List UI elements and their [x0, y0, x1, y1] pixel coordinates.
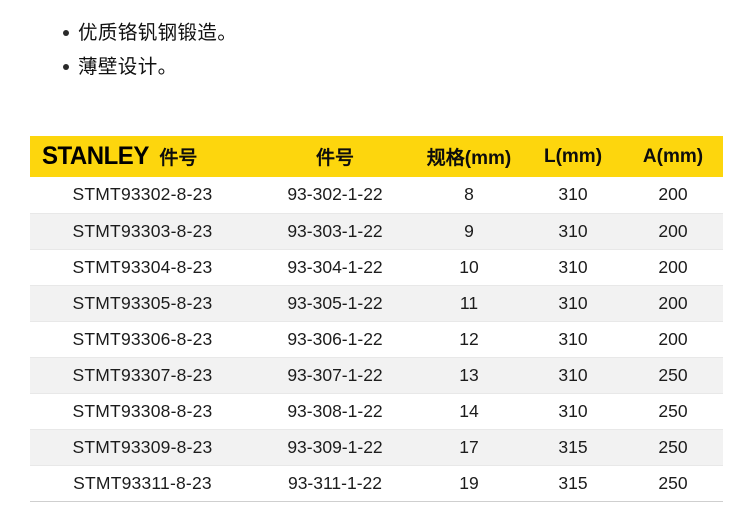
specification-table: STANLEY 件号 件号 规格(mm) L(mm) A(mm) STMT933… [30, 136, 723, 502]
cell-a-mm: 200 [623, 320, 723, 358]
table-row: STMT93303-8-23 93-303-1-22 9 310 200 [30, 212, 723, 250]
cell-spec-mm: 8 [415, 177, 523, 214]
cell-stanley-part: STMT93308-8-23 [30, 392, 255, 430]
cell-l-mm: 315 [523, 464, 623, 502]
cell-l-mm: 310 [523, 320, 623, 358]
cell-l-mm: 310 [523, 392, 623, 430]
cell-part-no: 93-302-1-22 [255, 177, 415, 214]
cell-a-mm: 200 [623, 248, 723, 286]
stanley-logo: STANLEY [42, 142, 149, 170]
cell-spec-mm: 12 [415, 320, 523, 358]
cell-spec-mm: 11 [415, 284, 523, 322]
cell-part-no: 93-304-1-22 [255, 248, 415, 286]
column-header-l-mm: L(mm) [543, 145, 603, 167]
cell-part-no: 93-306-1-22 [255, 320, 415, 358]
cell-a-mm: 250 [623, 356, 723, 394]
table-row: STMT93308-8-23 93-308-1-22 14 310 250 [30, 392, 723, 430]
cell-stanley-part: STMT93302-8-23 [30, 177, 255, 214]
feature-text: 薄壁设计。 [78, 56, 178, 78]
cell-spec-mm: 10 [415, 248, 523, 286]
cell-part-no: 93-309-1-22 [255, 428, 415, 466]
cell-a-mm: 200 [623, 284, 723, 322]
cell-a-mm: 250 [623, 464, 723, 502]
cell-l-mm: 310 [523, 356, 623, 394]
column-header-part-no: 件号 [315, 148, 354, 169]
cell-l-mm: 310 [523, 248, 623, 286]
list-item: 优质铬钒钢锻造。 [0, 16, 750, 50]
cell-stanley-part: STMT93306-8-23 [30, 320, 255, 358]
cell-stanley-part: STMT93309-8-23 [30, 428, 255, 466]
table-row: STMT93306-8-23 93-306-1-22 12 310 200 [30, 320, 723, 358]
cell-spec-mm: 9 [415, 212, 523, 250]
cell-part-no: 93-305-1-22 [255, 284, 415, 322]
column-header-a-mm: A(mm) [642, 145, 704, 167]
cell-part-no: 93-307-1-22 [255, 356, 415, 394]
cell-a-mm: 200 [623, 212, 723, 250]
table-row: STMT93304-8-23 93-304-1-22 10 310 200 [30, 248, 723, 286]
cell-stanley-part: STMT93303-8-23 [30, 212, 255, 250]
table-row: STMT93307-8-23 93-307-1-22 13 310 250 [30, 356, 723, 394]
column-header-label: 件号 [159, 148, 198, 169]
cell-a-mm: 250 [623, 428, 723, 466]
cell-spec-mm: 13 [415, 356, 523, 394]
cell-part-no: 93-308-1-22 [255, 392, 415, 430]
cell-spec-mm: 17 [415, 428, 523, 466]
table-header: STANLEY 件号 件号 规格(mm) L(mm) A(mm) [30, 136, 723, 177]
cell-l-mm: 310 [523, 177, 623, 214]
column-header-stanley-part: STANLEY 件号 [30, 136, 255, 177]
feature-text: 优质铬钒钢锻造。 [78, 22, 238, 44]
product-feature-list: 优质铬钒钢锻造。 薄壁设计。 [0, 16, 750, 84]
cell-l-mm: 310 [523, 212, 623, 250]
cell-stanley-part: STMT93311-8-23 [30, 464, 255, 502]
cell-stanley-part: STMT93305-8-23 [30, 284, 255, 322]
table-body: STMT93302-8-23 93-302-1-22 8 310 200 STM… [30, 177, 723, 502]
cell-stanley-part: STMT93304-8-23 [30, 248, 255, 286]
table-header-row: STANLEY 件号 件号 规格(mm) L(mm) A(mm) [30, 136, 723, 177]
bullet-dot-icon [63, 64, 69, 70]
cell-part-no: 93-303-1-22 [255, 212, 415, 250]
cell-stanley-part: STMT93307-8-23 [30, 356, 255, 394]
table-row: STMT93309-8-23 93-309-1-22 17 315 250 [30, 428, 723, 466]
bullet-dot-icon [63, 30, 69, 36]
cell-a-mm: 200 [623, 177, 723, 214]
table-row: STMT93311-8-23 93-311-1-22 19 315 250 [30, 464, 723, 502]
table-row: STMT93305-8-23 93-305-1-22 11 310 200 [30, 284, 723, 322]
cell-l-mm: 315 [523, 428, 623, 466]
cell-a-mm: 250 [623, 392, 723, 430]
cell-l-mm: 310 [523, 284, 623, 322]
cell-spec-mm: 19 [415, 464, 523, 502]
column-header-spec-mm: 规格(mm) [426, 148, 512, 169]
cell-spec-mm: 14 [415, 392, 523, 430]
cell-part-no: 93-311-1-22 [255, 464, 415, 502]
list-item: 薄壁设计。 [0, 50, 750, 84]
table-row: STMT93302-8-23 93-302-1-22 8 310 200 [30, 177, 723, 214]
specification-table-container: STANLEY 件号 件号 规格(mm) L(mm) A(mm) STMT933… [30, 136, 723, 502]
